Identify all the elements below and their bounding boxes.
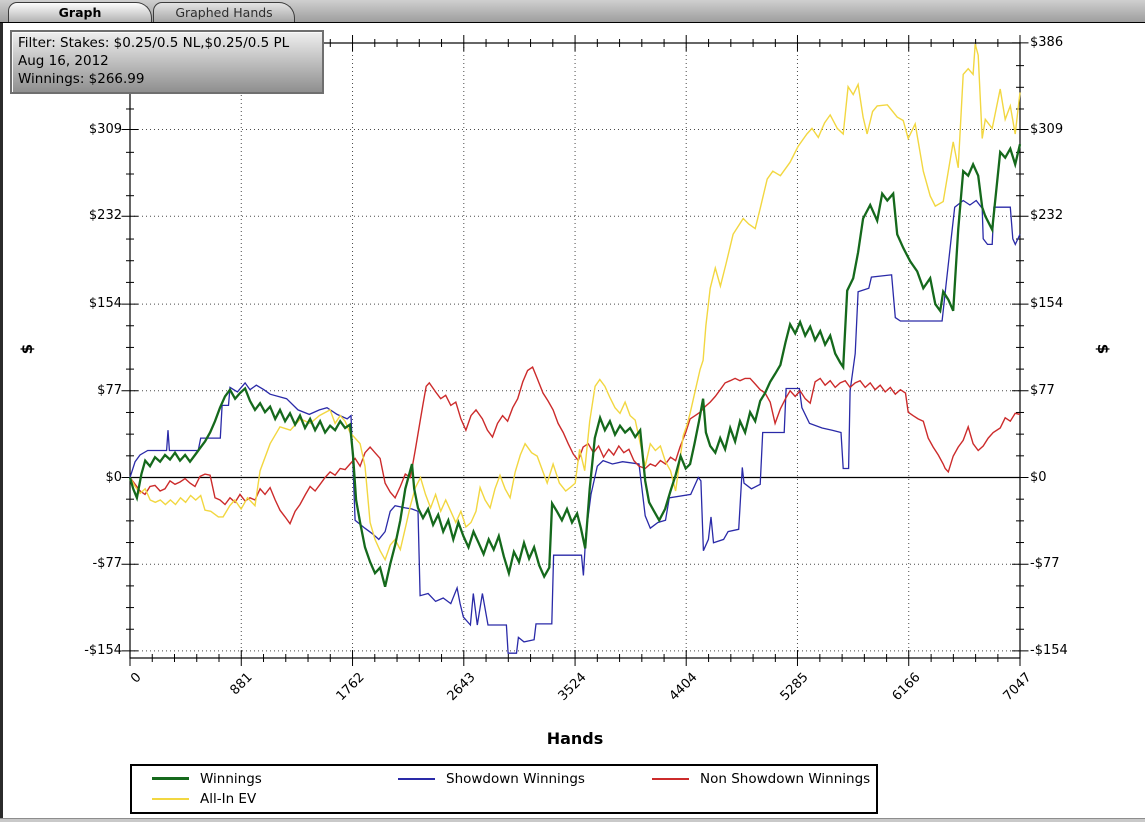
tooltip-date-line: Aug 16, 2012 — [18, 53, 109, 69]
showdown-winnings-line-swatch — [398, 777, 435, 780]
tab-bar: Graph Graphed Hands — [0, 0, 1145, 23]
legend-label: Winnings — [200, 770, 262, 787]
y-axis-label-left: $0 — [105, 469, 122, 485]
y-axis-label-right: $232 — [1030, 208, 1064, 224]
y-axis-label-left: -$77 — [92, 556, 122, 572]
y-axis-label-left: $154 — [88, 296, 122, 312]
legend-item-winnings: Winnings — [152, 771, 398, 787]
y-axis-label-left: $77 — [97, 382, 122, 398]
legend-item-showdown-winnings: Showdown Winnings — [398, 771, 652, 787]
series-line-non-showdown-winnings — [129, 366, 1021, 526]
y-axis-label-right: $77 — [1030, 382, 1055, 398]
series-line-showdown-winnings — [129, 199, 1021, 654]
panel-footer-strip — [0, 818, 1145, 822]
tooltip-winnings-line: Winnings: $266.99 — [18, 71, 145, 87]
y-axis-label-right: $0 — [1030, 469, 1047, 485]
legend: Winnings Showdown Winnings Non Showdown … — [130, 764, 878, 814]
tab-graphed-hands[interactable]: Graphed Hands — [153, 2, 295, 22]
y-axis-label-left: $232 — [88, 208, 122, 224]
tooltip-filter-line: Filter: Stakes: $0.25/0.5 NL,$0.25/0.5 P… — [18, 35, 290, 51]
y-axis-label-right: $154 — [1030, 296, 1064, 312]
series-line-all-in-ev — [129, 43, 1021, 562]
y-axis-label-right: $386 — [1030, 34, 1064, 50]
chart-canvas — [0, 23, 1145, 818]
legend-label: Showdown Winnings — [446, 770, 585, 787]
y-axis-label-right: -$77 — [1030, 556, 1060, 572]
legend-label: All-In EV — [200, 791, 257, 808]
y-axis-title-right: $ — [1094, 343, 1113, 355]
series-line-winnings — [128, 143, 1022, 587]
y-axis-label-right: -$154 — [1030, 642, 1068, 658]
legend-label: Non Showdown Winnings — [700, 770, 871, 787]
panel-left-edge — [0, 23, 3, 818]
y-axis-label-left: $309 — [88, 121, 122, 137]
legend-item-non-showdown-winnings: Non Showdown Winnings — [652, 771, 876, 787]
y-axis-label-left: -$154 — [84, 642, 122, 658]
all-in-ev-line-swatch — [152, 798, 189, 801]
legend-item-all-in-ev: All-In EV — [152, 791, 398, 807]
y-axis-title-left: $ — [18, 343, 37, 355]
tab-graph[interactable]: Graph — [8, 2, 152, 22]
y-axis-label-right: $309 — [1030, 121, 1064, 137]
hover-tooltip: Filter: Stakes: $0.25/0.5 NL,$0.25/0.5 P… — [10, 30, 324, 94]
x-axis-title: Hands — [546, 729, 604, 748]
non-showdown-winnings-line-swatch — [652, 777, 689, 780]
winnings-line-swatch — [152, 777, 189, 781]
